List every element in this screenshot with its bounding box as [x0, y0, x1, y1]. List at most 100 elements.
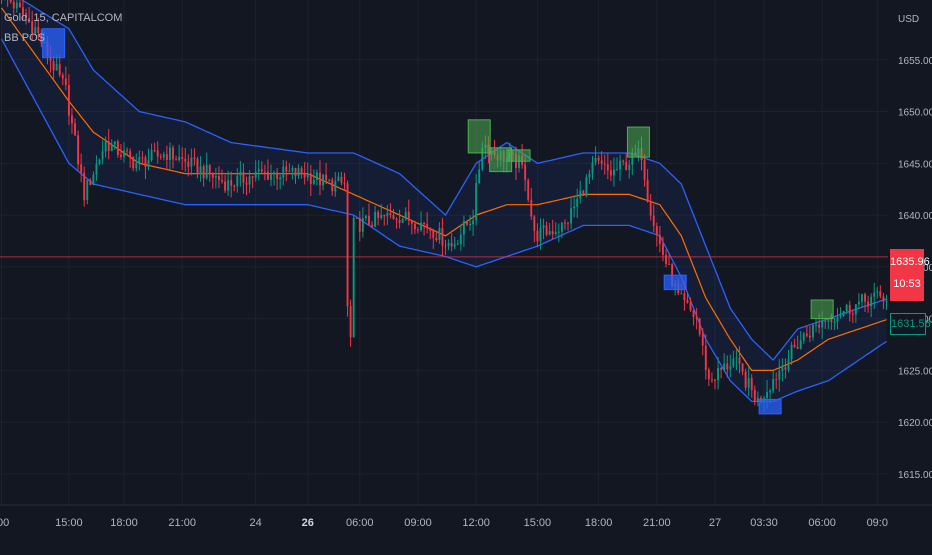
candle[interactable] — [353, 215, 355, 338]
candle-body — [702, 334, 704, 345]
candle-body — [184, 159, 186, 162]
candle-body — [310, 173, 312, 183]
candle-body — [809, 336, 811, 338]
candle-body — [233, 186, 235, 187]
candle-body — [815, 325, 817, 326]
y-tick-label: 1625.00 — [898, 366, 932, 377]
candle-body — [610, 170, 612, 175]
candle-body — [766, 392, 768, 398]
candle-body — [659, 235, 661, 244]
candle-body — [867, 302, 869, 307]
candle-body — [794, 345, 796, 347]
x-tick-label: 18:00 — [585, 517, 613, 529]
candle-body — [307, 173, 309, 177]
candle-body — [451, 243, 453, 246]
candle-body — [628, 165, 630, 170]
symbol-legend[interactable]: Gold, 15, CAPITALCOM — [4, 12, 122, 24]
candle-body — [322, 175, 324, 186]
candle-body — [426, 224, 428, 228]
candle-body — [592, 162, 594, 173]
candle-body — [203, 166, 205, 178]
x-tick-label: 15:00 — [55, 517, 83, 529]
candle-body — [607, 164, 609, 170]
candle-body — [788, 359, 790, 369]
candle-body — [160, 156, 162, 157]
candle-body — [530, 200, 532, 217]
candle-body — [393, 215, 395, 219]
candle-body — [886, 301, 888, 302]
candle-body — [282, 166, 284, 177]
candle-body — [595, 158, 597, 163]
candle-body — [80, 164, 82, 172]
candle-body — [742, 364, 744, 372]
candle-body — [132, 157, 134, 168]
candle-body — [206, 165, 208, 178]
candle-body — [377, 212, 379, 218]
candle-body — [86, 180, 88, 200]
candle-body — [824, 321, 826, 322]
candle[interactable] — [699, 318, 701, 337]
candle-body — [53, 61, 55, 70]
candle[interactable] — [745, 369, 747, 391]
candle-body — [267, 172, 269, 180]
candle-body — [818, 325, 820, 328]
candle-body — [445, 246, 447, 247]
candle-body — [650, 202, 652, 216]
candle-body — [754, 390, 756, 402]
candle-body — [833, 322, 835, 323]
candle-body — [601, 161, 603, 164]
candle-body — [68, 85, 70, 116]
candle-body — [279, 177, 281, 179]
y-tick-label: 1620.00 — [898, 418, 932, 429]
candle-body — [405, 212, 407, 219]
candle[interactable] — [585, 174, 587, 197]
candle-body — [239, 172, 241, 176]
candle-body — [258, 169, 260, 171]
candle-body — [163, 154, 165, 157]
x-tick-label: 24 — [250, 517, 262, 529]
candle-body — [876, 291, 878, 293]
candle[interactable] — [347, 181, 349, 317]
candle-body — [197, 159, 199, 174]
x-tick-label: 09:00 — [404, 517, 432, 529]
candle-body — [457, 244, 459, 245]
candle-body — [781, 367, 783, 371]
candle-body — [224, 181, 226, 190]
candle-body — [242, 172, 244, 183]
candle[interactable] — [527, 178, 529, 202]
candle-body — [221, 180, 223, 181]
candle-body — [797, 347, 799, 349]
candle-body — [668, 264, 670, 265]
candle-body — [549, 231, 551, 235]
x-tick-label: 06:00 — [346, 517, 374, 529]
candle[interactable] — [582, 190, 584, 196]
candle[interactable] — [77, 131, 79, 171]
candle-body — [166, 154, 168, 160]
candle-body — [840, 316, 842, 317]
candle-body — [108, 141, 110, 151]
candle-body — [56, 64, 58, 70]
candle-body — [92, 175, 94, 185]
candle-body — [784, 367, 786, 369]
x-tick-label: :00 — [0, 517, 9, 529]
indicator-legend[interactable]: BB POS — [4, 32, 45, 44]
candle-body — [619, 161, 621, 170]
candle-body — [371, 225, 373, 227]
x-tick-label: 26 — [302, 517, 314, 529]
candle-body — [720, 368, 722, 370]
candle-body — [598, 158, 600, 161]
candle-body — [821, 321, 823, 328]
candle-body — [178, 157, 180, 160]
candle[interactable] — [356, 218, 358, 219]
candle-body — [576, 199, 578, 207]
candle-body — [656, 226, 658, 235]
candle-body — [582, 191, 584, 196]
candle-body — [837, 317, 839, 322]
candle-body — [726, 363, 728, 369]
candle-body — [380, 215, 382, 218]
currency-label: USD — [898, 14, 919, 25]
candle-body — [769, 391, 771, 392]
